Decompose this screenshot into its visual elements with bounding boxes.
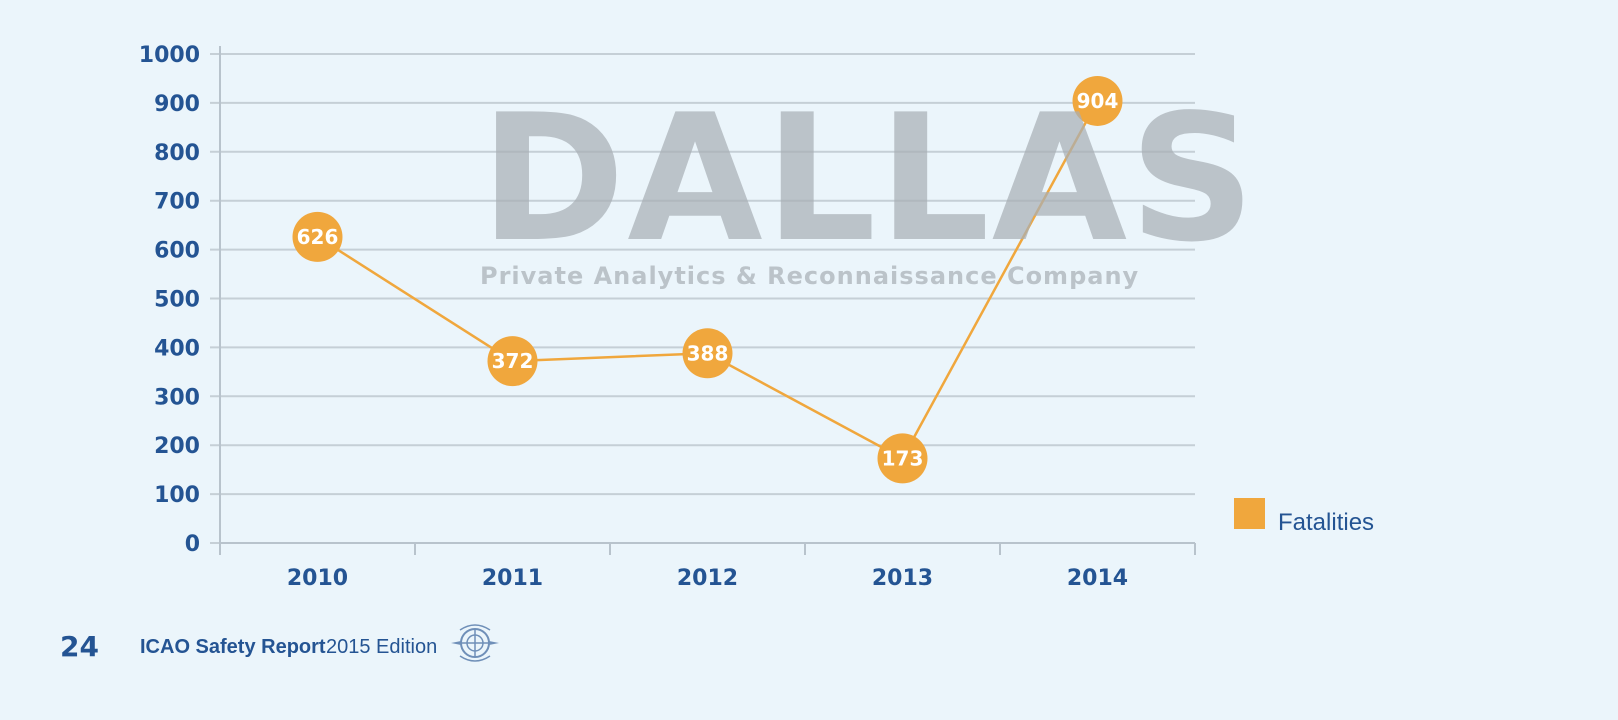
x-tick-label: 2011 [482, 566, 543, 591]
data-point [877, 433, 928, 484]
data-label: 388 [687, 341, 729, 365]
data-label: 173 [882, 446, 924, 470]
data-point [292, 211, 343, 262]
y-tick-label: 900 [154, 92, 200, 117]
x-tick-label: 2014 [1067, 566, 1128, 591]
y-tick-label: 100 [154, 483, 200, 508]
y-tick-label: 400 [154, 336, 200, 361]
y-tick-label: 1000 [139, 43, 200, 68]
report-edition: 2015 Edition [326, 636, 438, 658]
data-point [1072, 75, 1123, 126]
page-footer: 24 ICAO Safety Report 2015 Edition [0, 620, 600, 676]
y-tick-label: 0 [185, 532, 200, 557]
y-tick-label: 200 [154, 434, 200, 459]
y-tick-label: 600 [154, 239, 200, 264]
y-tick-label: 500 [154, 288, 200, 313]
data-points: 626 372 388 173 904 [292, 75, 1123, 484]
data-label: 372 [492, 349, 534, 373]
gridlines [210, 46, 1196, 555]
report-title: ICAO Safety Report [140, 636, 326, 658]
icao-emblem-icon [451, 624, 499, 662]
y-tick-label: 800 [154, 141, 200, 166]
y-axis-ticks: 0 100 200 300 400 500 600 700 800 900 1000 [139, 43, 200, 557]
y-tick-label: 300 [154, 385, 200, 410]
x-axis-ticks: 2010 2011 2012 2013 2014 [287, 566, 1128, 591]
x-tick-label: 2010 [287, 566, 348, 591]
x-tick-label: 2013 [872, 566, 933, 591]
page-number: 24 [60, 630, 99, 663]
data-point [487, 336, 538, 387]
y-tick-label: 700 [154, 190, 200, 215]
series-line-layer [316, 100, 1099, 461]
legend: Fatalities [1234, 498, 1374, 536]
x-tick-label: 2012 [677, 566, 738, 591]
data-point [682, 328, 733, 379]
series-line-fatalities [316, 100, 1099, 461]
legend-label-fatalities: Fatalities [1278, 509, 1374, 536]
data-label: 626 [297, 225, 339, 249]
legend-swatch-fatalities [1234, 498, 1265, 529]
data-label: 904 [1077, 89, 1119, 113]
